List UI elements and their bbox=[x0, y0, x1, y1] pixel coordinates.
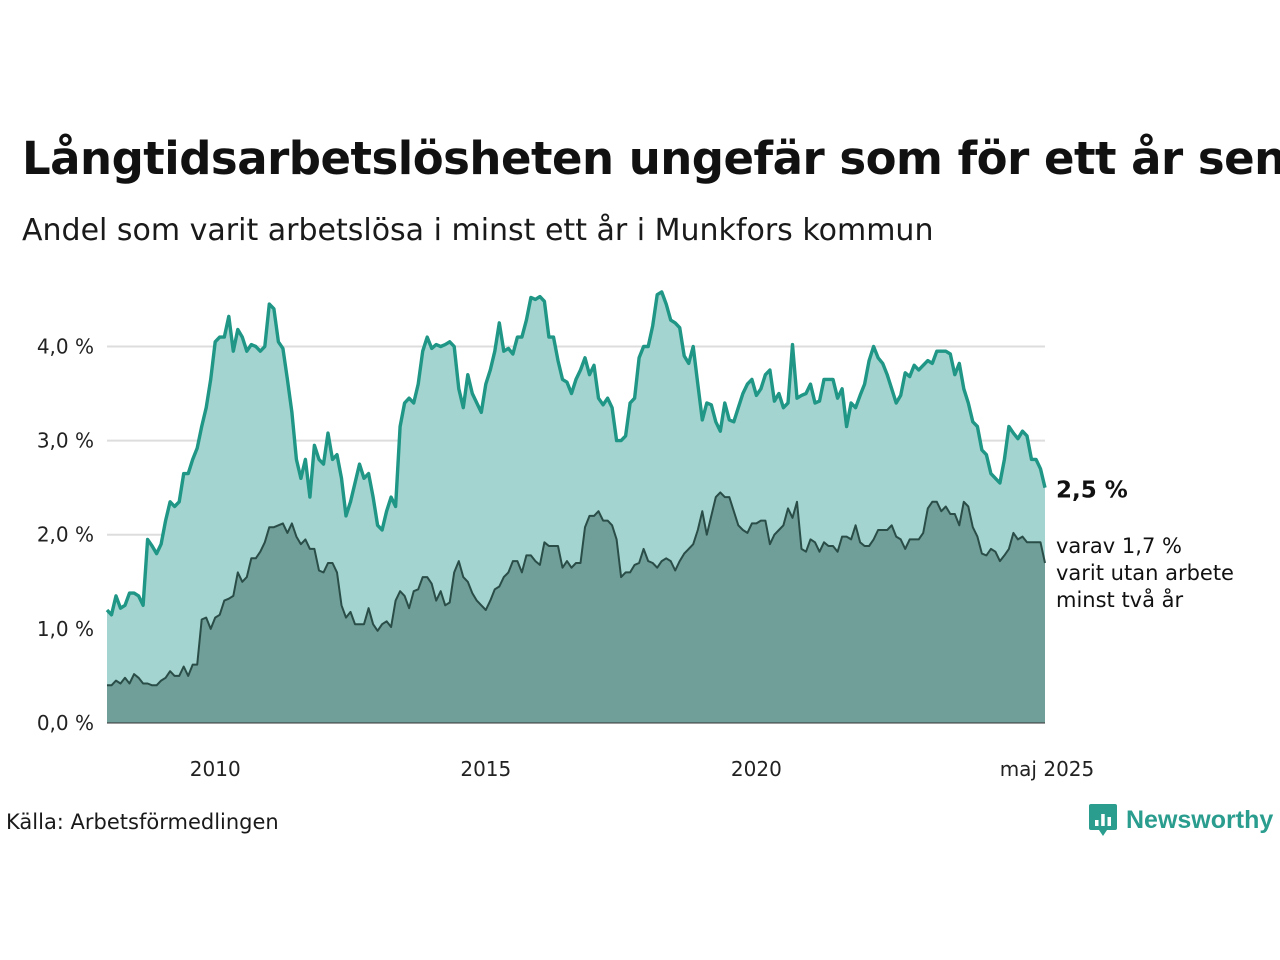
x-axis-tick-labels: 2010 2015 2020 maj 2025 bbox=[190, 757, 1094, 781]
brand-logo: Newsworthy bbox=[1088, 802, 1273, 838]
newsworthy-logo-icon bbox=[1089, 804, 1117, 836]
series-two-year-end-label-line2: varit utan arbete bbox=[1056, 561, 1234, 585]
series-total-end-label: 2,5 % bbox=[1056, 478, 1128, 504]
series-two-year-end-label-line1: varav 1,7 % bbox=[1056, 534, 1182, 558]
series-total-line bbox=[105, 290, 1047, 617]
y-tick-label: 4,0 % bbox=[37, 334, 94, 358]
y-tick-label: 1,0 % bbox=[37, 617, 94, 641]
x-tick-label: 2015 bbox=[460, 757, 511, 781]
chart-title: Långtidsarbetslösheten ungefär som för e… bbox=[22, 132, 1280, 185]
y-tick-label: 2,0 % bbox=[37, 523, 94, 547]
y-tick-label: 3,0 % bbox=[37, 429, 94, 453]
y-axis-tick-labels: 0,0 % 1,0 % 2,0 % 3,0 % 4,0 % bbox=[37, 334, 94, 735]
series-two-year-area bbox=[107, 492, 1045, 723]
series-two-year-end-label-line3: minst två år bbox=[1056, 587, 1184, 612]
area-chart: 0,0 % 1,0 % 2,0 % 3,0 % 4,0 % 2010 2015 2020 ma… bbox=[37, 290, 1234, 781]
x-tick-label: 2020 bbox=[731, 757, 782, 781]
x-tick-label: 2010 bbox=[190, 757, 241, 781]
chart-subtitle: Andel som varit arbetslösa i minst ett å… bbox=[22, 213, 934, 248]
source-note: Källa: Arbetsförmedlingen bbox=[6, 810, 279, 834]
x-tick-label: maj 2025 bbox=[1000, 757, 1095, 781]
brand-name: Newsworthy bbox=[1126, 805, 1274, 834]
y-tick-label: 0,0 % bbox=[37, 711, 94, 735]
series-two-year-line bbox=[107, 491, 1046, 687]
